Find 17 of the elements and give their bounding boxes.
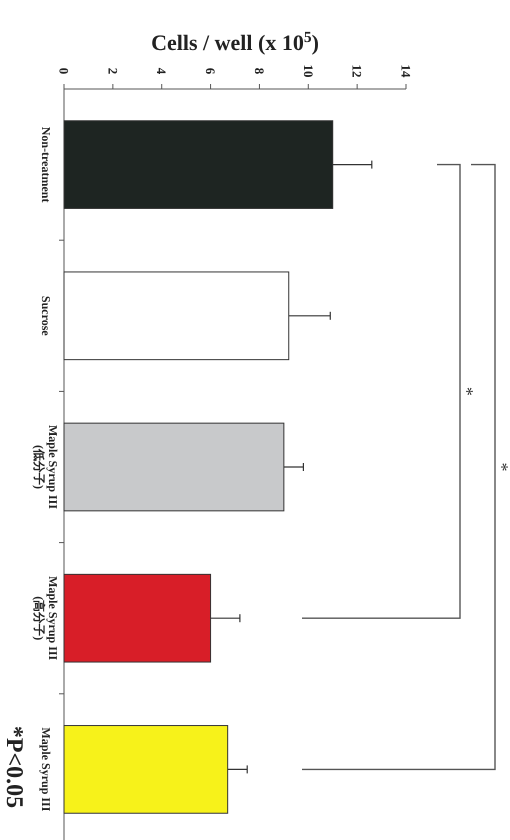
text: * [492,462,510,472]
x-tick-label: 14 [398,64,414,78]
x-tick-label: 12 [350,64,365,78]
text: *P<0.05 [1,726,27,808]
x-tick-label: 0 [56,68,72,74]
x-tick-label: 6 [203,68,218,75]
x-tick-label: 8 [252,68,267,75]
x-tick-label: 4 [154,68,170,75]
y-tick-label: Maple Syrup III (高分子) [32,576,60,661]
x-tick-label: 2 [105,68,120,74]
y-tick-label: Maple Syrup III [39,727,53,812]
y-tick-label: Maple Syrup III (低分子) [32,424,60,510]
y-tick-label: Sucrose [39,296,53,336]
x-axis-title: Cells / well (x 10$^{5}$) [151,28,319,55]
y-tick-label: Non-treatment [39,126,53,202]
x-tick-label: 10 [300,64,316,78]
text: * [457,386,477,396]
